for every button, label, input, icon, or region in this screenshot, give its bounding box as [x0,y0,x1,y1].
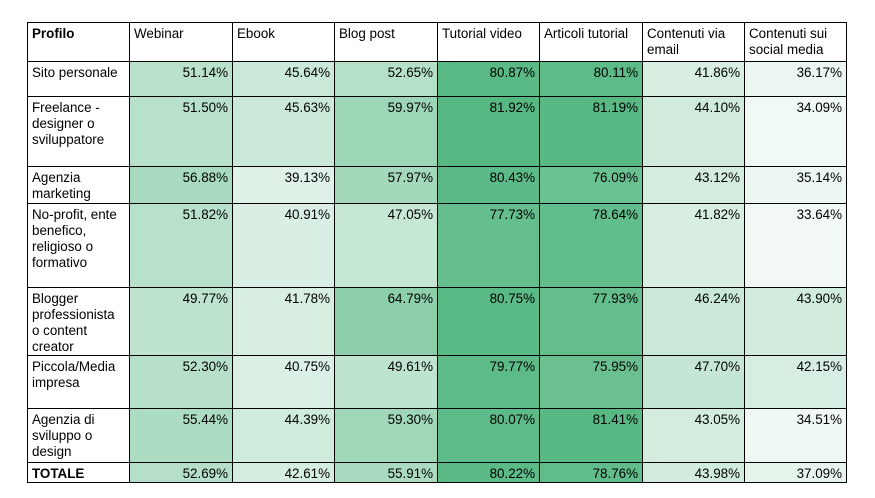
value-cell: 47.70% [642,355,745,409]
column-header-tutorial-video: Tutorial video [437,22,540,62]
value-cell: 35.14% [744,166,847,204]
data-table: Profilo Webinar Ebook Blog post Tutorial… [27,22,847,483]
row-label: Agenzia di sviluppo o design [27,408,130,463]
row-label: Sito personale [27,61,130,97]
total-row: TOTALE 52.69% 42.61% 55.91% 80.22% 78.76% 43.9… [27,462,847,483]
value-cell: 37.09% [744,462,847,483]
value-cell: 77.73% [437,203,540,288]
table-row: Blogger professionista o content creator… [27,287,847,356]
row-label: Piccola/Media impresa [27,355,130,409]
value-cell: 43.05% [642,408,745,463]
value-cell: 81.19% [539,96,643,167]
table-row: No-profit, ente benefico, religioso o fo… [27,203,847,288]
row-label: Freelance - designer o sviluppatore [27,96,130,167]
value-cell: 78.76% [539,462,643,483]
value-cell: 52.69% [129,462,233,483]
value-cell: 78.64% [539,203,643,288]
row-label: Agenzia marketing [27,166,130,204]
header-row: Profilo Webinar Ebook Blog post Tutorial… [27,22,847,62]
value-cell: 64.79% [334,287,438,356]
value-cell: 51.82% [129,203,233,288]
row-label: No-profit, ente benefico, religioso o fo… [27,203,130,288]
value-cell: 59.30% [334,408,438,463]
value-cell: 81.92% [437,96,540,167]
value-cell: 45.63% [232,96,335,167]
row-label: Blogger professionista o content creator [27,287,130,356]
value-cell: 44.39% [232,408,335,463]
value-cell: 43.90% [744,287,847,356]
value-cell: 34.51% [744,408,847,463]
value-cell: 52.65% [334,61,438,97]
value-cell: 57.97% [334,166,438,204]
value-cell: 43.98% [642,462,745,483]
value-cell: 80.11% [539,61,643,97]
value-cell: 80.43% [437,166,540,204]
value-cell: 75.95% [539,355,643,409]
table-row: Freelance - designer o sviluppatore 51.50… [27,96,847,167]
value-cell: 44.10% [642,96,745,167]
value-cell: 47.05% [334,203,438,288]
column-header-profilo: Profilo [27,22,130,62]
value-cell: 34.09% [744,96,847,167]
value-cell: 45.64% [232,61,335,97]
value-cell: 55.44% [129,408,233,463]
column-header-articoli-tutorial: Articoli tutorial [539,22,643,62]
value-cell: 80.75% [437,287,540,356]
value-cell: 76.09% [539,166,643,204]
value-cell: 49.61% [334,355,438,409]
value-cell: 81.41% [539,408,643,463]
value-cell: 51.14% [129,61,233,97]
value-cell: 40.91% [232,203,335,288]
column-header-ebook: Ebook [232,22,335,62]
value-cell: 42.61% [232,462,335,483]
value-cell: 39.13% [232,166,335,204]
value-cell: 77.93% [539,287,643,356]
table-row: Sito personale 51.14% 45.64% 52.65% 80.87% 80… [27,61,847,97]
column-header-contenuti-via-email: Contenuti via email [642,22,745,62]
value-cell: 41.78% [232,287,335,356]
table-row: Agenzia di sviluppo o design 55.44% 44.39%… [27,408,847,463]
value-cell: 55.91% [334,462,438,483]
value-cell: 46.24% [642,287,745,356]
value-cell: 49.77% [129,287,233,356]
table-container: Profilo Webinar Ebook Blog post Tutorial… [27,22,847,483]
column-header-contenuti-social: Contenuti sui social media [744,22,847,62]
value-cell: 41.82% [642,203,745,288]
column-header-blog-post: Blog post [334,22,438,62]
value-cell: 43.12% [642,166,745,204]
table-row: Agenzia marketing 56.88% 39.13% 57.97% 80.43… [27,166,847,204]
value-cell: 80.87% [437,61,540,97]
value-cell: 79.77% [437,355,540,409]
value-cell: 42.15% [744,355,847,409]
value-cell: 40.75% [232,355,335,409]
column-header-webinar: Webinar [129,22,233,62]
value-cell: 59.97% [334,96,438,167]
value-cell: 41.86% [642,61,745,97]
value-cell: 52.30% [129,355,233,409]
value-cell: 56.88% [129,166,233,204]
value-cell: 80.07% [437,408,540,463]
value-cell: 36.17% [744,61,847,97]
value-cell: 80.22% [437,462,540,483]
table-row: Piccola/Media impresa 52.30% 40.75% 49.61% 7… [27,355,847,409]
total-label: TOTALE [27,462,130,483]
value-cell: 51.50% [129,96,233,167]
value-cell: 33.64% [744,203,847,288]
